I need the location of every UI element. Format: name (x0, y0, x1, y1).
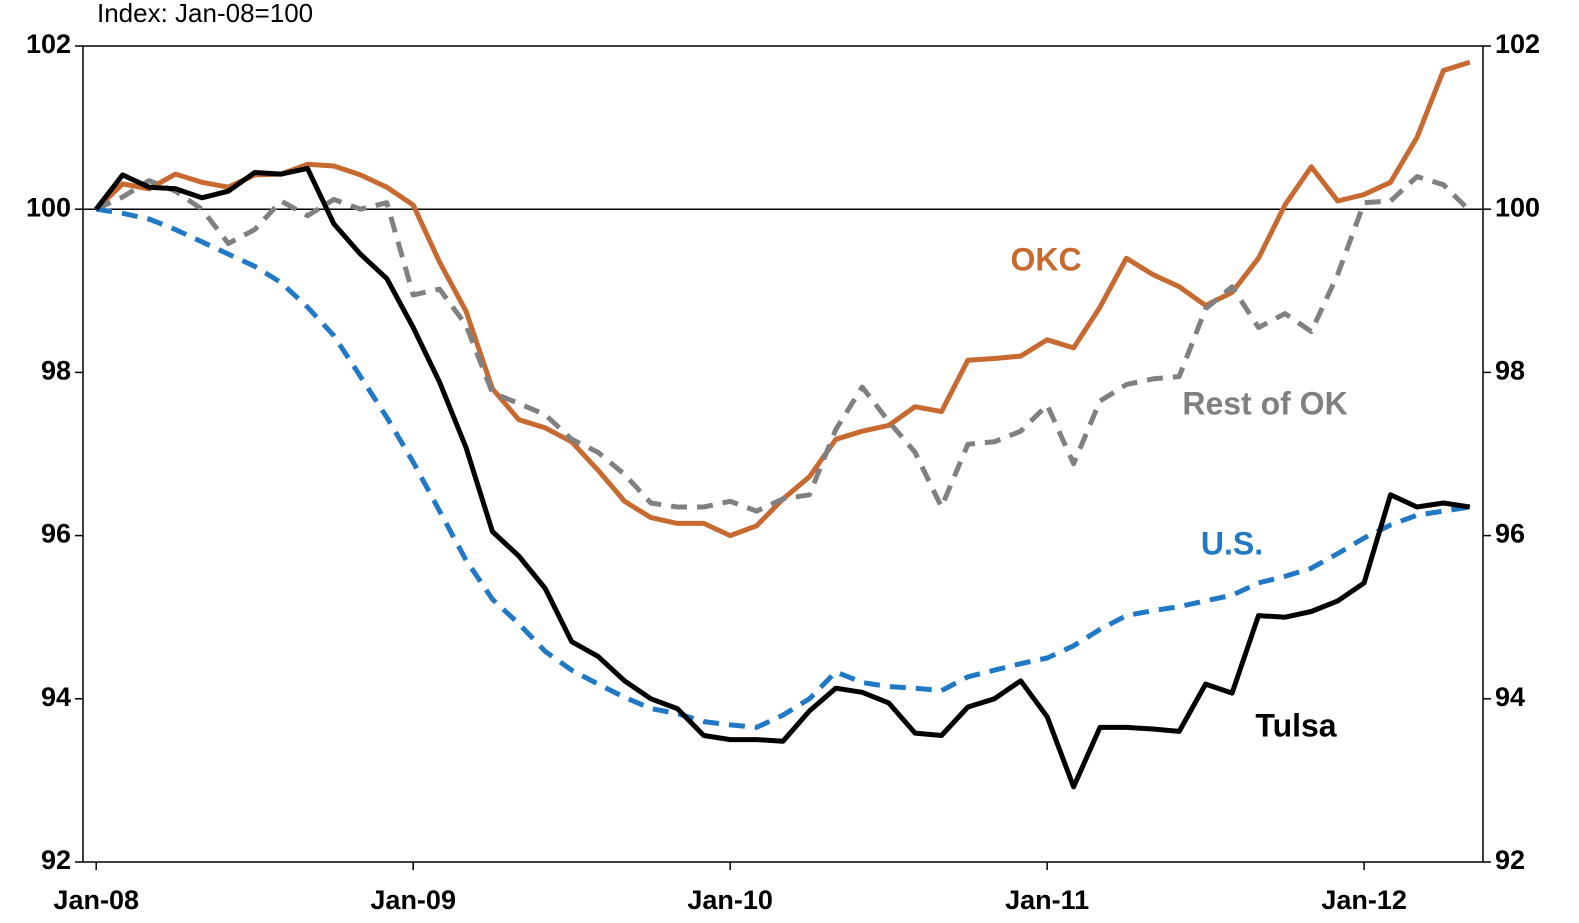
y2-tick-label: 100 (1495, 192, 1540, 222)
series-line (94, 59, 1471, 539)
x-tick-label: Jan-08 (53, 885, 139, 915)
y2-tick-label: 96 (1495, 519, 1525, 549)
series-line (95, 206, 1471, 730)
y-tick-label: 100 (26, 192, 71, 222)
plot-frame (82, 45, 1484, 863)
series-line (95, 174, 1472, 514)
y-tick-label: 98 (41, 356, 71, 386)
y2-tick-label: 94 (1495, 682, 1525, 712)
y-tick-label: 94 (41, 682, 71, 712)
x-tick-label: Jan-09 (370, 885, 456, 915)
series-line (94, 165, 1471, 790)
y-tick-label: 92 (41, 845, 71, 875)
x-tick-label: Jan-12 (1321, 885, 1407, 915)
series-label: Rest of OK (1182, 385, 1347, 421)
series-label: Tulsa (1255, 707, 1336, 743)
x-tick-label: Jan-11 (1005, 885, 1089, 915)
y2-tick-label: 102 (1495, 29, 1540, 59)
series-label: U.S. (1201, 525, 1263, 561)
y2-tick-label: 98 (1495, 356, 1525, 386)
subtitle: Index: Jan-08=100 (97, 0, 313, 28)
x-tick-label: Jan-10 (687, 885, 773, 915)
y-tick-label: 102 (26, 29, 71, 59)
y-tick-label: 96 (41, 519, 71, 549)
series-label: OKC (1010, 241, 1081, 277)
y2-tick-label: 92 (1495, 845, 1525, 875)
